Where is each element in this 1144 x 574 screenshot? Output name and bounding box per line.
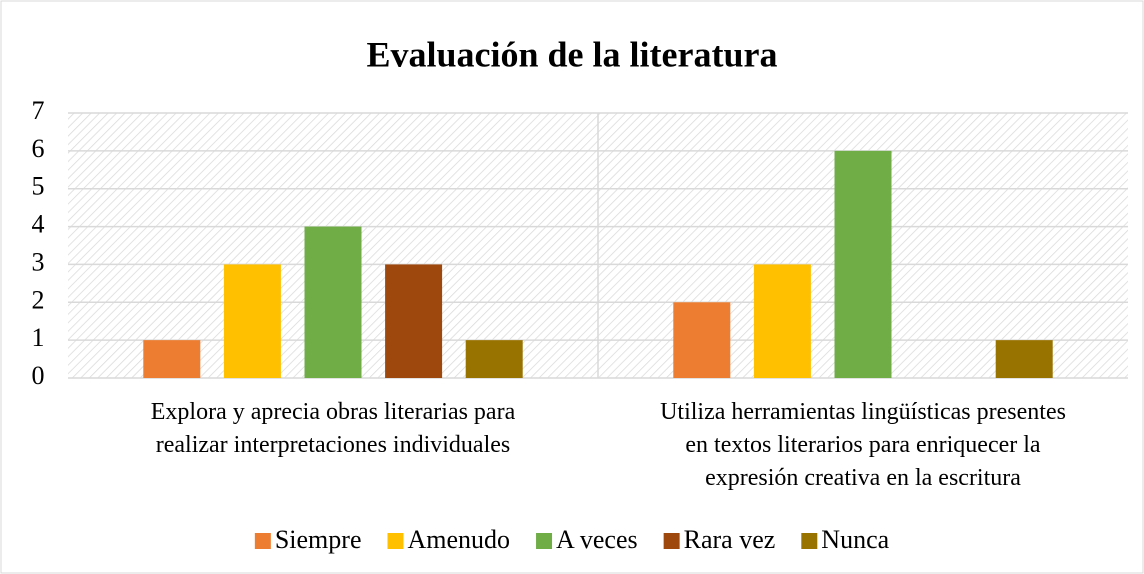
legend-label: Siempre <box>275 525 362 554</box>
y-tick-label: 0 <box>32 361 45 390</box>
y-tick-label: 6 <box>32 134 45 163</box>
legend-label: Nunca <box>821 525 889 554</box>
legend-item: Siempre <box>254 525 362 554</box>
y-tick-label: 7 <box>32 96 45 125</box>
legend-item: Nunca <box>801 525 890 554</box>
legend: Siempre Amenudo A veces Rara vez Nunca <box>254 525 890 554</box>
legend-label: Amenudo <box>407 525 510 554</box>
legend-item: Amenudo <box>387 525 510 554</box>
bar <box>834 150 892 378</box>
legend-swatch <box>536 533 553 549</box>
y-tick-label: 2 <box>32 285 45 314</box>
y-tick-label: 5 <box>32 172 45 201</box>
chart-title: Evaluación de la literatura <box>367 34 778 74</box>
legend-swatch <box>254 533 271 549</box>
bar <box>995 340 1053 378</box>
y-tick-label: 4 <box>32 210 45 239</box>
legend-swatch <box>387 533 404 549</box>
legend-item: Rara vez <box>663 525 776 554</box>
bar <box>385 264 443 378</box>
bar <box>304 226 362 378</box>
legend-swatch <box>801 533 818 549</box>
bar <box>143 340 201 378</box>
legend-swatch <box>663 533 680 549</box>
x-tick-label: Explora y aprecia obras literarias para r… <box>151 399 516 458</box>
bar <box>465 340 523 378</box>
y-tick-label: 3 <box>32 247 45 276</box>
bar <box>753 264 811 378</box>
bar <box>673 302 731 378</box>
x-tick-label: Utiliza herramientas lingüísticas presen… <box>660 399 1066 491</box>
y-tick-label: 1 <box>32 323 45 352</box>
legend-label: Rara vez <box>684 525 776 554</box>
legend-label: A veces <box>556 525 638 554</box>
bar <box>223 264 281 378</box>
legend-item: A veces <box>536 525 638 554</box>
